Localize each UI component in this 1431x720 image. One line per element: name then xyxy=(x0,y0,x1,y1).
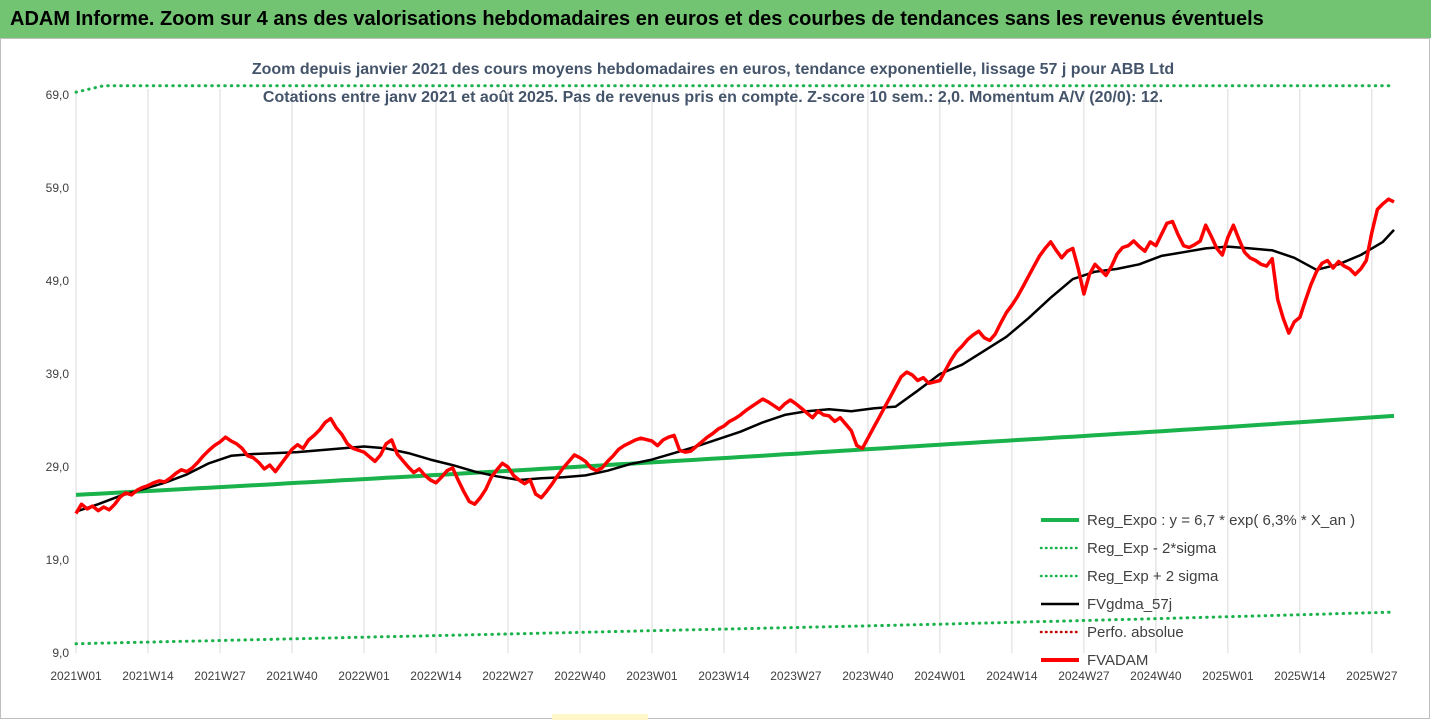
report-header: ADAM Informe. Zoom sur 4 ans des valoris… xyxy=(0,0,1431,38)
x-tick-label: 2023W27 xyxy=(770,669,822,683)
legend-label: Reg_Exp + 2 sigma xyxy=(1087,568,1219,585)
chart-legend: Reg_Expo : y = 6,7 * exp( 6,3% * X_an ) R… xyxy=(1039,512,1355,669)
series-line-mma xyxy=(75,229,1395,513)
y-tick-label: 69,0 xyxy=(46,88,70,102)
series-line-price xyxy=(74,197,1395,515)
y-tick-label: 9,0 xyxy=(52,646,69,660)
chart-subtitle-line2: Cotations entre janv 2021 et août 2025. … xyxy=(263,89,1163,106)
series-group xyxy=(74,84,1396,646)
x-tick-label: 2023W40 xyxy=(842,669,894,683)
legend-label: FVgdma_57j xyxy=(1087,596,1172,613)
y-tick-label: 19,0 xyxy=(46,553,70,567)
x-tick-label: 2024W27 xyxy=(1058,669,1110,683)
x-axis-ticks: 2021W01 2021W14 2021W27 2021W40 2022W01 2022W… xyxy=(50,669,1398,683)
bottom-decoration xyxy=(552,714,648,720)
x-tick-label: 2024W40 xyxy=(1130,669,1182,683)
x-tick-label: 2025W27 xyxy=(1346,669,1398,683)
x-tick-label: 2024W14 xyxy=(986,669,1038,683)
report-title: ADAM Informe. Zoom sur 4 ans des valoris… xyxy=(10,8,1264,30)
y-axis-ticks: 9,0 19,0 29,0 39,0 49,0 59,0 69,0 xyxy=(46,88,70,660)
x-tick-label: 2022W14 xyxy=(410,669,462,683)
x-tick-label: 2022W01 xyxy=(338,669,390,683)
x-tick-label: 2022W40 xyxy=(554,669,606,683)
legend-label: FVADAM xyxy=(1087,652,1148,669)
chart-subtitle-line1: Zoom depuis janvier 2021 des cours moyen… xyxy=(252,61,1174,78)
y-tick-label: 29,0 xyxy=(46,460,70,474)
chart: 9,019,029,039,049,059,069,0 2021W01 2021W… xyxy=(46,61,1398,683)
x-tick-label: 2021W27 xyxy=(194,669,246,683)
x-tick-label: 2022W27 xyxy=(482,669,534,683)
legend-label: Reg_Exp - 2*sigma xyxy=(1087,540,1217,557)
series-line-lo xyxy=(74,610,1396,646)
y-tick-label: 39,0 xyxy=(46,367,70,381)
x-tick-label: 2023W01 xyxy=(626,669,678,683)
chart-frame: 9,0 19,0 29,0 39,0 49,0 59,0 69,0 2021W01 2021W… xyxy=(0,38,1430,719)
y-tick-label: 59,0 xyxy=(46,181,70,195)
legend-label: Perfo. absolue xyxy=(1087,624,1184,641)
x-tick-label: 2021W01 xyxy=(50,669,102,683)
y-tick-label: 49,0 xyxy=(46,274,70,288)
gridlines xyxy=(75,89,1373,653)
x-tick-label: 2025W01 xyxy=(1202,669,1254,683)
x-tick-label: 2023W14 xyxy=(698,669,750,683)
x-tick-label: 2025W14 xyxy=(1274,669,1326,683)
legend-label: Reg_Expo : y = 6,7 * exp( 6,3% * X_an ) xyxy=(1087,512,1355,529)
x-tick-label: 2024W01 xyxy=(914,669,966,683)
chart-subtitles: Zoom depuis janvier 2021 des cours moyen… xyxy=(252,61,1174,106)
x-tick-label: 2021W14 xyxy=(122,669,174,683)
x-tick-label: 2021W40 xyxy=(266,669,318,683)
series-line-reg xyxy=(75,413,1395,497)
